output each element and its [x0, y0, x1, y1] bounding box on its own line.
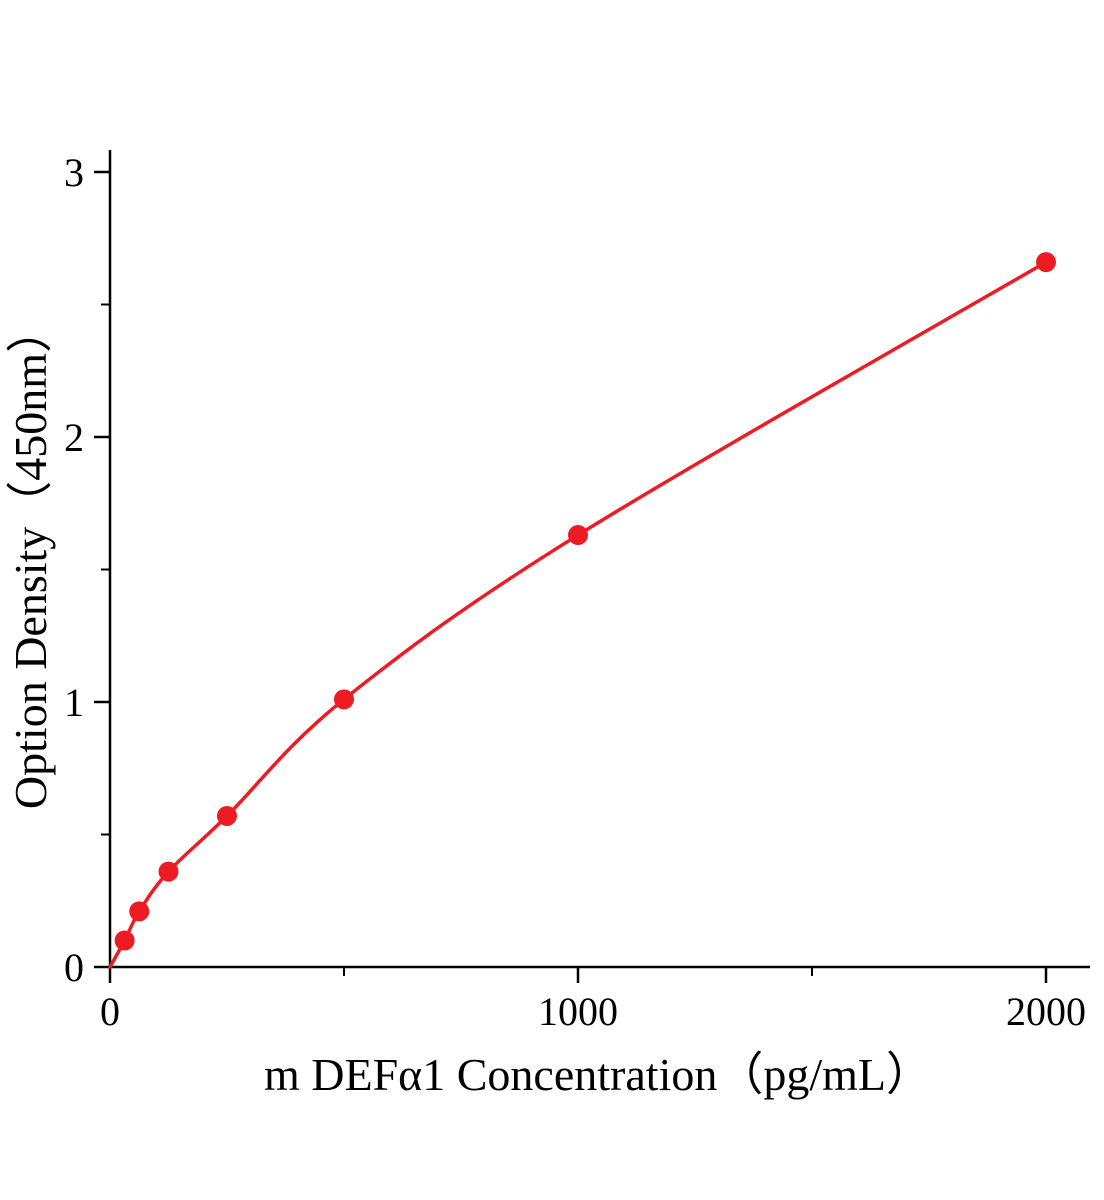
data-point [158, 861, 179, 882]
axes: 0 1000 2000 0 1 2 3 [64, 150, 1090, 1034]
data-point [1036, 252, 1056, 273]
data-point [129, 901, 150, 922]
x-tick-label: 1000 [538, 989, 618, 1034]
x-tick-label: 0 [100, 989, 120, 1034]
data-point [334, 689, 354, 710]
data-point [114, 930, 135, 951]
data-point [217, 805, 237, 826]
y-tick-label: 3 [64, 150, 84, 195]
series-layer [108, 252, 1056, 969]
y-axis-label: Option Density（450nm） [5, 307, 56, 809]
standard-curve-line [108, 260, 1048, 969]
data-point [568, 525, 588, 546]
x-tick-label: 2000 [1006, 989, 1086, 1034]
y-tick-label: 1 [64, 680, 84, 725]
y-tick-label: 0 [64, 945, 84, 990]
y-tick-label: 2 [64, 415, 84, 460]
x-axis-label: m DEFα1 Concentration（pg/mL） [264, 1049, 932, 1100]
